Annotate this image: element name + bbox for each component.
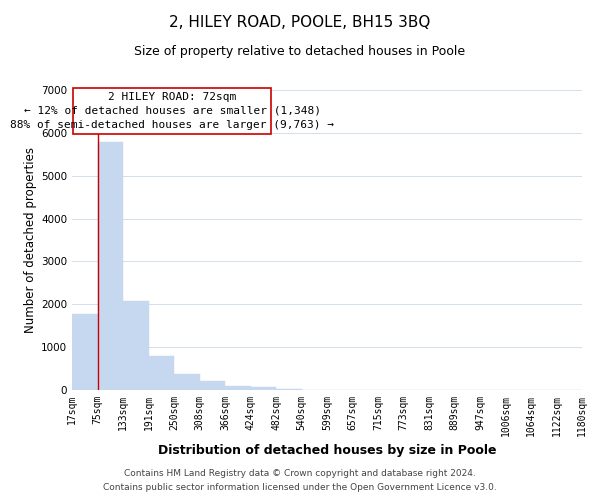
Bar: [225, 386, 251, 390]
Bar: [174, 374, 199, 390]
Bar: [97, 142, 123, 390]
Text: 2 HILEY ROAD: 72sqm
← 12% of detached houses are smaller (1,348)
88% of semi-det: 2 HILEY ROAD: 72sqm ← 12% of detached ho…: [10, 92, 334, 130]
Text: Contains HM Land Registry data © Crown copyright and database right 2024.: Contains HM Land Registry data © Crown c…: [124, 468, 476, 477]
Y-axis label: Number of detached properties: Number of detached properties: [24, 147, 37, 333]
Bar: [251, 388, 276, 390]
X-axis label: Distribution of detached houses by size in Poole: Distribution of detached houses by size …: [158, 444, 496, 458]
FancyBboxPatch shape: [73, 88, 271, 134]
Bar: [149, 356, 174, 390]
Bar: [72, 314, 97, 390]
Bar: [123, 301, 149, 390]
Bar: [199, 380, 225, 390]
Text: Contains public sector information licensed under the Open Government Licence v3: Contains public sector information licen…: [103, 484, 497, 492]
Text: 2, HILEY ROAD, POOLE, BH15 3BQ: 2, HILEY ROAD, POOLE, BH15 3BQ: [169, 15, 431, 30]
Bar: [276, 388, 302, 390]
Text: Size of property relative to detached houses in Poole: Size of property relative to detached ho…: [134, 45, 466, 58]
